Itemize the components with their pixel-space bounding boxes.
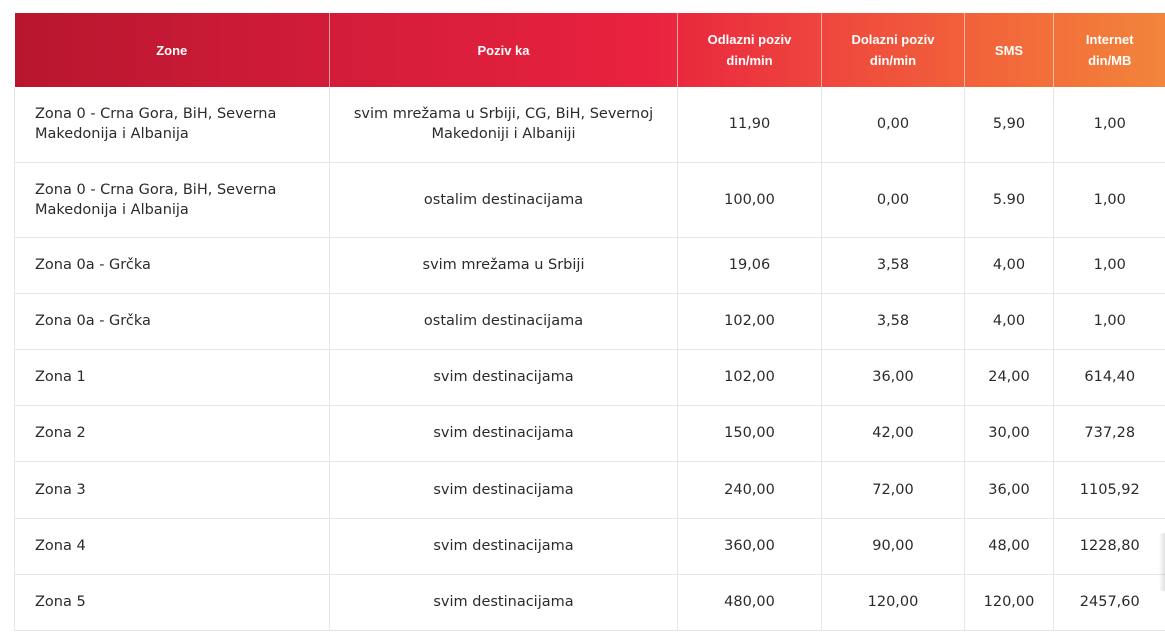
cell-odlazni: 100,00 xyxy=(677,162,822,238)
roaming-price-table: Zone Poziv ka Odlazni poziv din/min Dolaz… xyxy=(14,13,1165,631)
cell-dolazni: 36,00 xyxy=(821,349,965,406)
cell-dolazni: 0,00 xyxy=(821,87,965,163)
cell-poziv-ka: svim destinacijama xyxy=(329,405,678,462)
header-dolazni-poziv: Dolazni poziv din/min xyxy=(821,13,965,87)
table-row: Zona 5 svim destinacijama 480,00 120,00 … xyxy=(14,574,1165,631)
table-header: Zone Poziv ka Odlazni poziv din/min Dolaz… xyxy=(14,13,1165,87)
cell-sms: 4,00 xyxy=(964,293,1054,350)
cell-internet: 1,00 xyxy=(1053,162,1165,238)
cell-dolazni: 42,00 xyxy=(821,405,965,462)
table-row: Zona 0 - Crna Gora, BiH, Severna Makedon… xyxy=(14,162,1165,238)
cell-sms: 36,00 xyxy=(964,461,1054,519)
cell-poziv-ka: svim destinacijama xyxy=(329,349,678,406)
table-body: Zona 0 - Crna Gora, BiH, Severna Makedon… xyxy=(14,87,1165,631)
cell-dolazni: 3,58 xyxy=(821,293,965,350)
cell-internet: 1228,80 xyxy=(1053,518,1165,575)
cell-poziv-ka: svim destinacijama xyxy=(329,461,678,519)
table-row: Zona 3 svim destinacijama 240,00 72,00 3… xyxy=(14,461,1165,519)
cell-dolazni: 72,00 xyxy=(821,461,965,519)
cell-odlazni: 150,00 xyxy=(677,405,822,462)
cell-odlazni: 19,06 xyxy=(677,237,822,294)
cell-sms: 5,90 xyxy=(964,87,1054,163)
table-row: Zona 4 svim destinacijama 360,00 90,00 4… xyxy=(14,518,1165,575)
roaming-price-table-container: Zone Poziv ka Odlazni poziv din/min Dolaz… xyxy=(14,13,1165,631)
cell-dolazni: 120,00 xyxy=(821,574,965,631)
cell-zone: Zona 0 - Crna Gora, BiH, Severna Makedon… xyxy=(14,162,330,238)
cell-internet: 1,00 xyxy=(1053,237,1165,294)
table-row: Zona 0 - Crna Gora, BiH, Severna Makedon… xyxy=(14,87,1165,163)
cell-internet: 1,00 xyxy=(1053,87,1165,163)
cell-poziv-ka: ostalim destinacijama xyxy=(329,293,678,350)
cell-zone: Zona 0a - Grčka xyxy=(14,293,330,350)
table-row: Zona 1 svim destinacijama 102,00 36,00 2… xyxy=(14,349,1165,406)
cell-zone: Zona 1 xyxy=(14,349,330,406)
cell-odlazni: 102,00 xyxy=(677,293,822,350)
cell-internet: 1,00 xyxy=(1053,293,1165,350)
cell-internet: 614,40 xyxy=(1053,349,1165,406)
header-sms: SMS xyxy=(964,13,1054,87)
cell-odlazni: 240,00 xyxy=(677,461,822,519)
cell-sms: 24,00 xyxy=(964,349,1054,406)
cell-sms: 4,00 xyxy=(964,237,1054,294)
header-zone: Zone xyxy=(14,13,330,87)
cell-zone: Zona 3 xyxy=(14,461,330,519)
table-row: Zona 0a - Grčka svim mrežama u Srbiji 19… xyxy=(14,237,1165,294)
cell-sms: 5.90 xyxy=(964,162,1054,238)
cell-internet: 1105,92 xyxy=(1053,461,1165,519)
cell-poziv-ka: svim destinacijama xyxy=(329,518,678,575)
cell-sms: 48,00 xyxy=(964,518,1054,575)
cell-zone: Zona 2 xyxy=(14,405,330,462)
cell-dolazni: 0,00 xyxy=(821,162,965,238)
cell-zone: Zona 0a - Grčka xyxy=(14,237,330,294)
cell-odlazni: 102,00 xyxy=(677,349,822,406)
cell-poziv-ka: svim mrežama u Srbiji, CG, BiH, Severnoj… xyxy=(329,87,678,163)
cell-poziv-ka: ostalim destinacijama xyxy=(329,162,678,238)
cell-poziv-ka: svim mrežama u Srbiji xyxy=(329,237,678,294)
cell-internet: 2457,60 xyxy=(1053,574,1165,631)
header-odlazni-poziv: Odlazni poziv din/min xyxy=(677,13,822,87)
cell-dolazni: 3,58 xyxy=(821,237,965,294)
table-row: Zona 2 svim destinacijama 150,00 42,00 3… xyxy=(14,405,1165,462)
cell-sms: 30,00 xyxy=(964,405,1054,462)
cell-zone: Zona 5 xyxy=(14,574,330,631)
cell-zone: Zona 4 xyxy=(14,518,330,575)
scroll-handle[interactable] xyxy=(1159,533,1165,591)
cell-internet: 737,28 xyxy=(1053,405,1165,462)
cell-poziv-ka: svim destinacijama xyxy=(329,574,678,631)
cell-odlazni: 11,90 xyxy=(677,87,822,163)
header-poziv-ka: Poziv ka xyxy=(329,13,678,87)
table-row: Zona 0a - Grčka ostalim destinacijama 10… xyxy=(14,293,1165,350)
header-internet: Internet din/MB xyxy=(1085,32,1134,68)
cell-sms: 120,00 xyxy=(964,574,1054,631)
cell-dolazni: 90,00 xyxy=(821,518,965,575)
cell-odlazni: 360,00 xyxy=(677,518,822,575)
header-row: Zone Poziv ka Odlazni poziv din/min Dolaz… xyxy=(14,13,1165,87)
cell-odlazni: 480,00 xyxy=(677,574,822,631)
cell-zone: Zona 0 - Crna Gora, BiH, Severna Makedon… xyxy=(14,87,330,163)
